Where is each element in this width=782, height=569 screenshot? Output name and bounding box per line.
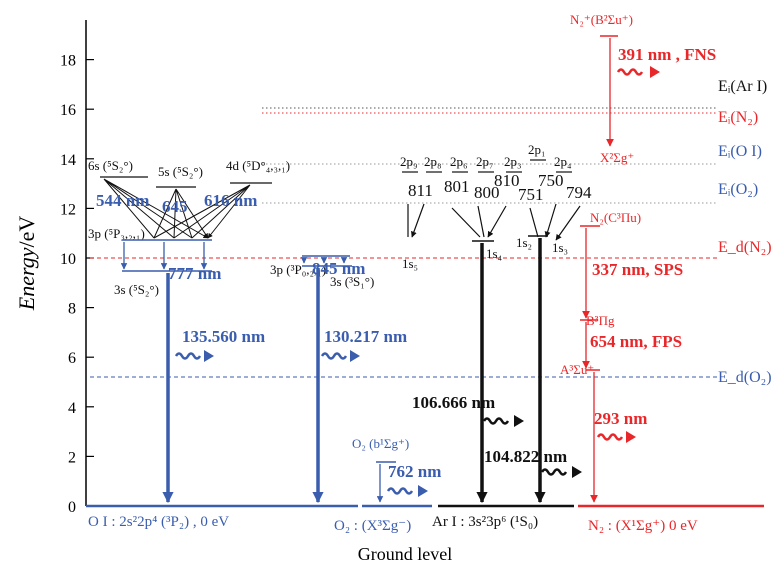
y-tick-label: 16 xyxy=(60,102,76,119)
ei-oi-label: Eᵢ(O I) xyxy=(718,143,762,160)
ground-levels: O I : 2s²2p⁴ (³P₂) , 0 eV O₂ : (X³Σg⁻) A… xyxy=(86,504,764,534)
photon-135-icon xyxy=(174,352,202,360)
photon-391-arrowhead-icon xyxy=(650,66,660,78)
oi-6s-transitions xyxy=(103,178,208,238)
ar-to-1s5-arrows xyxy=(408,203,425,237)
line-337-label: 337 nm, SPS xyxy=(592,260,683,279)
ar-2p-level-label: 2p₆ xyxy=(450,154,468,169)
oxygen-o2-system: O₂ (b¹Σg⁺) 762 nm xyxy=(352,436,441,503)
y-tick-label: 4 xyxy=(68,400,76,417)
o2-b-state-label: O₂ (b¹Σg⁺) xyxy=(352,436,409,451)
threshold-lines: Eᵢ(Ar I) Eᵢ(N₂) Eᵢ(O I) Eᵢ(O₂) E_d(N₂) E… xyxy=(90,78,772,386)
ei-n2-label: Eᵢ(N₂) xyxy=(718,109,758,126)
ar-line-label: 810 xyxy=(494,171,520,190)
ar-line-label: 801 xyxy=(444,177,470,196)
ar-line-label: 794 xyxy=(566,183,592,202)
line-130-label: 130.217 nm xyxy=(324,327,407,346)
ar-1s5-label: 1s₅ xyxy=(402,256,418,271)
y-tick-label: 6 xyxy=(68,350,76,367)
oi-3p5-label: 3p (⁵P₃,₂,₁) xyxy=(88,226,145,241)
line-616-label: 616 nm xyxy=(204,191,257,210)
line-762-label: 762 nm xyxy=(388,462,441,481)
ar-line-label: 750 xyxy=(538,171,564,190)
photon-762-arrowhead-icon xyxy=(418,485,428,497)
ed-o2-label: E_d(O₂) xyxy=(718,369,772,386)
line-845-label: 845 nm xyxy=(312,259,365,278)
oi-ground-label: O I : 2s²2p⁴ (³P₂) , 0 eV xyxy=(88,514,229,530)
photon-762-icon xyxy=(386,487,414,495)
ar-2p-level-label: 2p₇ xyxy=(476,154,494,169)
photon-106-arrowhead-icon xyxy=(514,415,524,427)
y-axis-ticks: 0 2 4 6 8 10 12 14 16 18 xyxy=(60,53,94,516)
y-tick-label: 8 xyxy=(68,301,76,318)
line-104-label: 104.822 nm xyxy=(484,447,567,466)
y-tick-label: 10 xyxy=(60,251,76,268)
line-654-label: 654 nm, FPS xyxy=(590,332,682,351)
ed-n2-label: E_d(N₂) xyxy=(718,239,772,256)
line-391-label: 391 nm , FNS xyxy=(618,45,716,64)
argon-2p-levels: 2p₉ 2p₈ 2p₆ 2p₇ 2p₃ 2p₁ 2p₄ xyxy=(400,142,572,173)
n2-ground-label: N₂ : (X¹Σg⁺) 0 eV xyxy=(588,518,698,534)
y-tick-label: 2 xyxy=(68,449,76,466)
o2-ground-label: O₂ : (X³Σg⁻) xyxy=(334,518,411,534)
line-777-label: 777 nm xyxy=(168,264,221,283)
y-axis-label: Energy/eV xyxy=(14,216,39,312)
ar-line-label: 811 xyxy=(408,181,433,200)
photon-293-arrowhead-icon xyxy=(626,431,636,443)
y-tick-label: 0 xyxy=(68,499,76,516)
y-tick-label: 18 xyxy=(60,53,76,70)
photon-391-icon xyxy=(616,68,644,76)
photon-293-icon xyxy=(596,433,624,441)
oi-4d-label: 4d (⁵D°₄,₃,₁) xyxy=(226,158,290,173)
photon-130-icon xyxy=(320,352,348,360)
photon-104-icon xyxy=(540,468,568,476)
oi-3s3-label: 3s (³S₁°) xyxy=(330,274,374,289)
n2-c3-state-label: N₂(C³Πu) xyxy=(590,210,641,225)
argon-system: 2p₉ 2p₈ 2p₆ 2p₇ 2p₃ 2p₁ 2p₄ 811 801 800810751750… xyxy=(400,142,592,504)
ar-2p-level-label: 2p₉ xyxy=(400,154,418,169)
ar-1s3-label: 1s₃ xyxy=(552,240,568,255)
ar-to-1s2-arrows xyxy=(529,203,557,237)
photon-106-icon xyxy=(482,417,510,425)
ar-ground-label: Ar I : 3s²3p⁶ (¹S₀) xyxy=(432,514,538,530)
ar-2p-level-label: 2p₈ xyxy=(424,154,442,169)
oxygen-oi-system: 6s (⁵S₂°) 5s (⁵S₂°) 4d (⁵D°₄,₃,₁) 544 nm… xyxy=(88,158,407,504)
ar-line-label: 751 xyxy=(518,185,544,204)
ar-2p-level-label: 2p₄ xyxy=(554,154,572,169)
x-axis-label: Ground level xyxy=(358,544,452,564)
ar-1s4-label: 1s₄ xyxy=(486,246,503,261)
line-293-label: 293 nm xyxy=(594,409,647,428)
oi-5s-transitions xyxy=(153,188,208,238)
ar-2p-level-label: 2p₁ xyxy=(528,142,546,157)
ar-to-1s4-arrows xyxy=(451,205,507,237)
line-645-label: 645 xyxy=(162,197,188,216)
n2-a3-state-label: A³Σu⁺ xyxy=(560,362,594,377)
y-tick-label: 14 xyxy=(60,152,76,169)
photon-104-arrowhead-icon xyxy=(572,466,582,478)
n2-x2-state-label: X²Σg⁺ xyxy=(600,150,634,165)
n2-b3-state-label: B³Πg xyxy=(586,313,615,328)
ei-o2-label: Eᵢ(O₂) xyxy=(718,181,758,198)
ar-1s2-label: 1s₂ xyxy=(516,235,532,250)
ar-to-1s3-arrow xyxy=(555,205,581,241)
photon-130-arrowhead-icon xyxy=(350,350,360,362)
ei-ar-label: Eᵢ(Ar I) xyxy=(718,78,767,95)
y-axis: 0 2 4 6 8 10 12 14 16 18 Energy/eV xyxy=(14,20,94,516)
ar-2p-level-label: 2p₃ xyxy=(504,154,522,169)
oi-5s-label: 5s (⁵S₂°) xyxy=(158,164,203,179)
line-135-label: 135.560 nm xyxy=(182,327,265,346)
n2-b2-state-label: N₂⁺(B²Σu⁺) xyxy=(570,12,633,27)
oi-3s5-label: 3s (⁵S₂°) xyxy=(114,282,159,297)
oi-6s-label: 6s (⁵S₂°) xyxy=(88,158,133,173)
oi-4d-transitions xyxy=(153,184,251,238)
line-106-label: 106.666 nm xyxy=(412,393,495,412)
ar-line-label: 800 xyxy=(474,183,500,202)
nitrogen-system: N₂⁺(B²Σu⁺) 391 nm , FNS X²Σg⁺ N₂(C³Πu) 3… xyxy=(560,12,716,503)
photon-135-arrowhead-icon xyxy=(204,350,214,362)
y-tick-label: 12 xyxy=(60,201,76,218)
line-544-label: 544 nm xyxy=(96,191,149,210)
